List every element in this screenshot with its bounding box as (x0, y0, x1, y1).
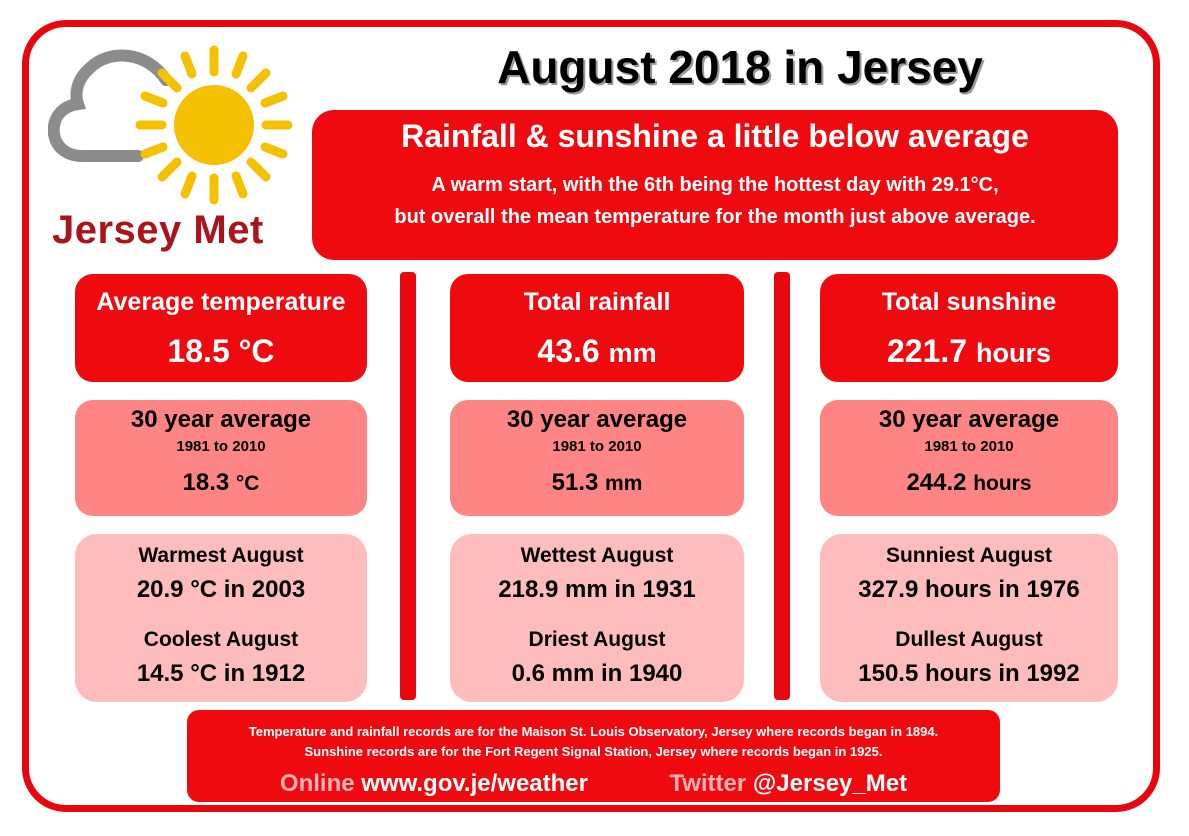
dullest-label: Dullest August (895, 628, 1043, 651)
temperature-label: Average temperature (96, 288, 346, 316)
sunshine-average-panel: 30 year average 1981 to 2010 244.2 hours (820, 400, 1118, 516)
sunshine-average-value: 244.2 hours (906, 469, 1032, 496)
sunshine-average-label: 30 year average (878, 406, 1060, 433)
headline-line-2: but overall the mean temperature for the… (394, 206, 1036, 228)
warmest-value: 20.9 °C in 2003 (136, 576, 306, 603)
sunniest-value: 327.9 hours in 1976 (858, 576, 1080, 603)
temperature-average-panel: 30 year average 1981 to 2010 18.3 °C (75, 400, 367, 516)
page-title: August 2018 in Jersey (497, 41, 983, 93)
coolest-label: Coolest August (143, 628, 299, 651)
rainfall-average-label: 30 year average (506, 406, 688, 433)
headline-line-1: A warm start, with the 6th being the hot… (431, 174, 999, 196)
wettest-value: 218.9 mm in 1931 (498, 576, 696, 603)
rainfall-average-panel: 30 year average 1981 to 2010 51.3 mm (450, 400, 744, 516)
wettest-label: Wettest August (520, 544, 674, 567)
temperature-average-value: 18.3 °C (182, 469, 260, 496)
rainfall-average-value: 51.3 mm (551, 469, 643, 496)
driest-label: Driest August (528, 628, 666, 651)
sunshine-panel: Total sunshine 221.7 hours (820, 274, 1118, 382)
footer-note-1: Temperature and rainfall records are for… (248, 724, 939, 739)
sunniest-label: Sunniest August (885, 544, 1053, 567)
temperature-records-panel: Warmest August 20.9 °C in 2003 Coolest A… (75, 534, 367, 702)
warmest-label: Warmest August (138, 544, 304, 567)
online-label: Online (279, 770, 355, 797)
logo-text: Jersey Met (52, 208, 264, 252)
rainfall-label: Total rainfall (523, 288, 671, 316)
sunshine-value: 221.7 hours (887, 333, 1051, 369)
rainfall-average-years: 1981 to 2010 (552, 438, 642, 455)
twitter-link[interactable]: @Jersey_Met (752, 770, 908, 797)
footer-note-2: Sunshine records are for the Fort Regent… (304, 744, 883, 759)
footer-links: Online www.gov.je/weather Twitter @Jerse… (187, 770, 1000, 798)
rainfall-panel: Total rainfall 43.6 mm (450, 274, 744, 382)
page-frame (22, 20, 1160, 812)
temperature-average-years: 1981 to 2010 (176, 438, 266, 455)
driest-value: 0.6 mm in 1940 (511, 660, 683, 687)
headline-box: Rainfall & sunshine a little below avera… (312, 110, 1118, 260)
temperature-value: 18.5 °C (167, 333, 275, 369)
temperature-panel: Average temperature 18.5 °C (75, 274, 367, 382)
headline-title: Rainfall & sunshine a little below avera… (401, 118, 1029, 154)
footer-notes: Temperature and rainfall records are for… (187, 722, 1000, 762)
column-divider-right (774, 272, 790, 700)
twitter-label: Twitter (669, 770, 747, 797)
rainfall-records-panel: Wettest August 218.9 mm in 1931 Driest A… (450, 534, 744, 702)
rainfall-value: 43.6 mm (537, 333, 657, 369)
online-link[interactable]: www.gov.je/weather (361, 770, 588, 797)
sunshine-label: Total sunshine (881, 288, 1057, 316)
dullest-value: 150.5 hours in 1992 (858, 660, 1080, 687)
sunshine-records-panel: Sunniest August 327.9 hours in 1976 Dull… (820, 534, 1118, 702)
temperature-average-label: 30 year average (130, 406, 312, 433)
sunshine-average-years: 1981 to 2010 (924, 438, 1014, 455)
headline-summary: A warm start, with the 6th being the hot… (312, 169, 1118, 233)
column-divider-left (400, 272, 416, 700)
cloud-sun-icon (48, 45, 293, 205)
footer-box: Temperature and rainfall records are for… (187, 710, 1000, 802)
coolest-value: 14.5 °C in 1912 (136, 660, 306, 687)
